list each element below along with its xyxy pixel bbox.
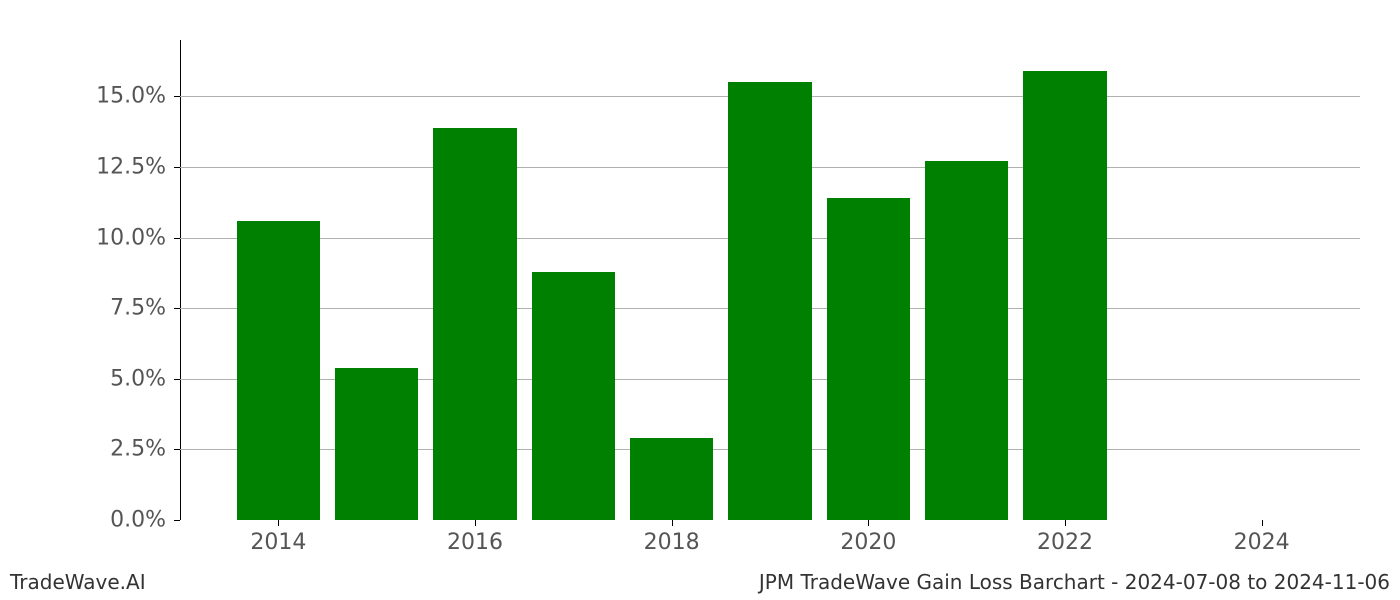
bar-2016 bbox=[433, 128, 517, 520]
y-tick-label: 0.0% bbox=[110, 508, 180, 533]
y-tick-label: 10.0% bbox=[96, 225, 180, 250]
bar-2018 bbox=[630, 438, 714, 520]
y-tick-label: 7.5% bbox=[110, 296, 180, 321]
y-tick-label: 15.0% bbox=[96, 84, 180, 109]
bar-2017 bbox=[532, 272, 616, 520]
y-axis bbox=[180, 40, 181, 520]
plot-area: 0.0%2.5%5.0%7.5%10.0%12.5%15.0% 20142016… bbox=[180, 40, 1360, 520]
x-tick-label: 2020 bbox=[840, 520, 896, 555]
footer-brand: TradeWave.AI bbox=[10, 570, 146, 594]
bar-2020 bbox=[827, 198, 911, 520]
gain-loss-barchart: 0.0% 2.5% 5.0% 7.5% 10.0% 12.5% 15.0% 2014 2016… bbox=[0, 0, 1400, 600]
footer-caption: JPM TradeWave Gain Loss Barchart - 2024-… bbox=[759, 570, 1390, 594]
y-tick-label: 12.5% bbox=[96, 155, 180, 180]
x-tick-label: 2016 bbox=[447, 520, 503, 555]
x-tick-label: 2018 bbox=[644, 520, 700, 555]
bar-2021 bbox=[925, 161, 1009, 520]
x-tick-label: 2014 bbox=[250, 520, 306, 555]
bar-2014 bbox=[237, 221, 321, 520]
bar-2019 bbox=[728, 82, 812, 520]
y-tick-label: 5.0% bbox=[110, 366, 180, 391]
y-tick-label: 2.5% bbox=[110, 437, 180, 462]
bar-2015 bbox=[335, 368, 419, 520]
bar-2022 bbox=[1023, 71, 1107, 520]
x-tick-label: 2022 bbox=[1037, 520, 1093, 555]
x-tick-label: 2024 bbox=[1234, 520, 1290, 555]
